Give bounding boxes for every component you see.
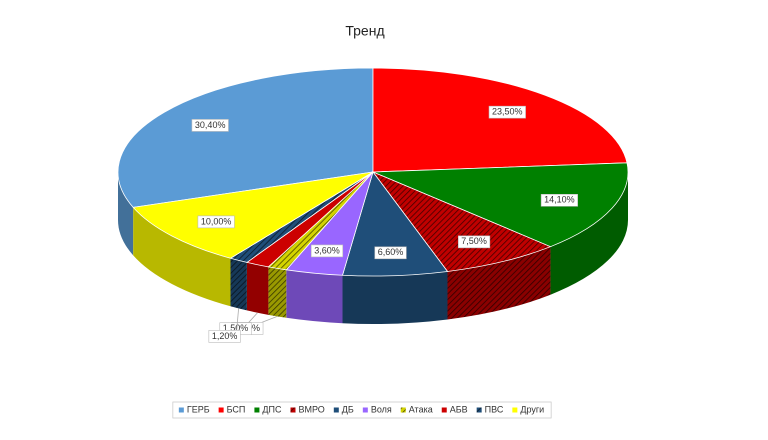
data-label: 1,20% <box>208 330 241 343</box>
legend-label: Атака <box>409 404 433 414</box>
pie-side <box>342 271 448 324</box>
data-label-text: 1,50% <box>223 323 249 333</box>
legend-label: ДБ <box>342 404 354 414</box>
legend-swatch <box>254 407 260 413</box>
legend-swatch <box>512 407 518 413</box>
pie-side <box>230 258 247 311</box>
data-label: 7,50% <box>458 235 491 249</box>
data-label-text: 10,00% <box>201 216 232 226</box>
pie-side <box>268 266 287 318</box>
pie-slice <box>371 171 552 272</box>
legend-item: Други <box>512 404 544 414</box>
legend-label: Други <box>520 404 544 414</box>
legend-swatch <box>333 407 339 413</box>
legend-item: ГЕРБ <box>178 404 210 414</box>
legend-label: ГЕРБ <box>187 404 210 414</box>
legend-item: ДПС <box>254 404 282 414</box>
pie-side <box>246 262 269 315</box>
data-label-text: 6,60% <box>378 247 404 257</box>
legend-swatch <box>476 407 482 413</box>
legend-swatch <box>362 407 368 413</box>
data-label: 30,40% <box>191 119 229 132</box>
data-label-text: 30,40% <box>195 120 226 130</box>
pie-side <box>550 172 628 295</box>
leader-line <box>247 312 258 324</box>
data-label: 6,60% <box>374 246 407 260</box>
data-label: 23,50% <box>488 105 526 119</box>
legend-swatch <box>178 407 184 413</box>
data-label: 10,00% <box>197 215 235 229</box>
pie-side <box>133 207 231 307</box>
data-label-text: 7,50% <box>461 236 487 246</box>
legend-swatch <box>290 407 296 413</box>
legend-item: БСП <box>218 404 246 414</box>
legend-item: ДБ <box>333 404 354 414</box>
data-label: 3,60% <box>310 244 344 258</box>
pie-side <box>118 172 134 256</box>
pie-slice <box>372 162 629 248</box>
legend-swatch <box>441 407 447 413</box>
legend-label: БСП <box>227 404 246 414</box>
legend-label: ВМРО <box>298 404 324 414</box>
legend-swatch <box>218 407 224 413</box>
legend-item: АБВ <box>441 404 468 414</box>
legend-item: Атака <box>400 404 433 414</box>
leader-line <box>236 308 239 332</box>
pie-side <box>447 246 551 320</box>
data-label-text: 23,50% <box>492 107 523 117</box>
data-label-text: 14,10% <box>544 195 575 205</box>
pie-slice <box>372 67 628 173</box>
legend-label: АБВ <box>450 404 468 414</box>
pie-side <box>286 269 343 324</box>
legend-swatch <box>400 407 406 413</box>
legend: ГЕРБ БСП ДПС ВМРО ДБ Воля Атака АБВ ПВС Други <box>172 401 552 419</box>
pie-slice <box>117 67 374 208</box>
legend-item: ВМРО <box>290 404 325 414</box>
pie-slice <box>132 171 374 259</box>
legend-label: Воля <box>371 404 392 414</box>
legend-label: ПВС <box>485 404 504 414</box>
data-label-text: 3,60% <box>314 245 340 255</box>
data-label: 14,10% <box>540 194 578 207</box>
legend-item: ПВС <box>476 404 504 414</box>
chart-title: Тренд <box>345 23 384 39</box>
data-label-text: 1,20% <box>212 331 238 341</box>
legend-label: ДПС <box>262 404 282 414</box>
legend-item: Воля <box>362 404 392 414</box>
